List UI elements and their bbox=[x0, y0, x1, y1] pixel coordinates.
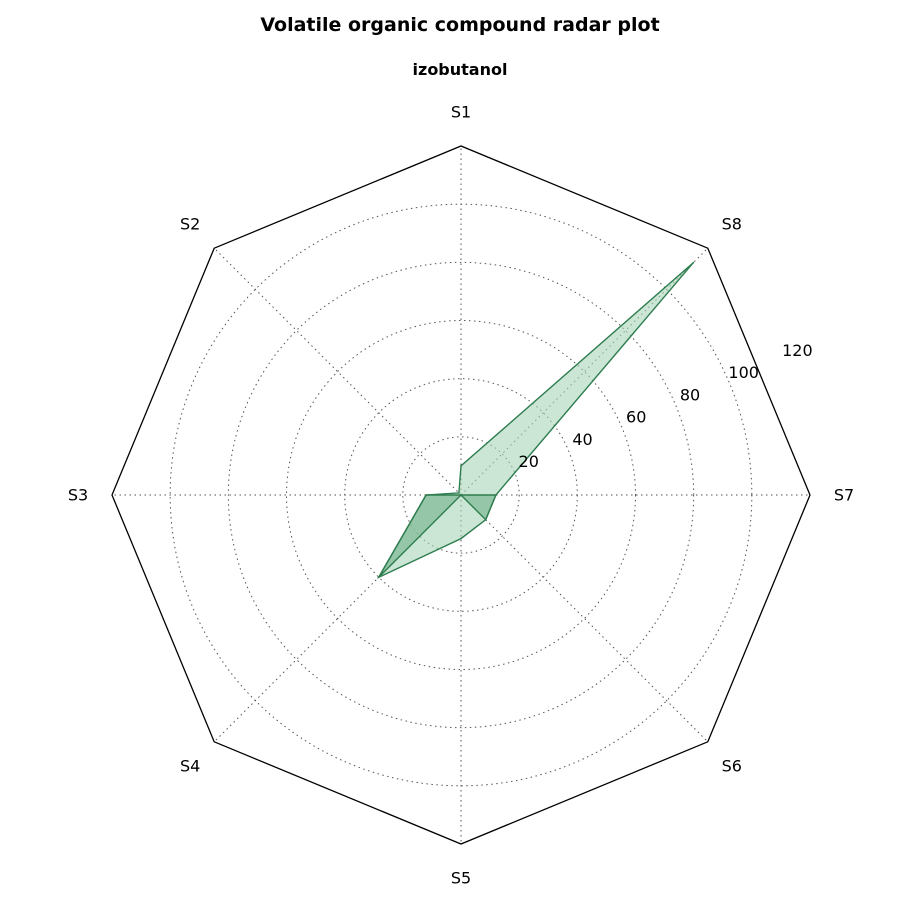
axis-label-S1: S1 bbox=[451, 103, 471, 122]
tick-label-60: 60 bbox=[626, 408, 646, 427]
chart-subtitle: izobutanol bbox=[412, 60, 508, 79]
spoke-S2 bbox=[213, 247, 462, 496]
data-point-S7 bbox=[495, 494, 497, 496]
outer-frame bbox=[111, 145, 811, 845]
tick-label-80: 80 bbox=[680, 386, 700, 405]
axis-label-S3: S3 bbox=[68, 486, 88, 505]
tick-label-40: 40 bbox=[572, 430, 592, 449]
data-point-S5 bbox=[460, 537, 462, 540]
data-point-S2 bbox=[458, 492, 460, 494]
grid-circle-80 bbox=[227, 261, 695, 729]
spoke-S4 bbox=[213, 494, 462, 743]
spoke-S6 bbox=[460, 494, 709, 743]
data-point-S1 bbox=[460, 465, 462, 467]
radar-frame bbox=[111, 145, 811, 845]
tick-label-120: 120 bbox=[782, 341, 813, 360]
data-point-S3 bbox=[425, 494, 427, 496]
tick-label-20: 20 bbox=[519, 452, 539, 471]
axis-label-S5: S5 bbox=[451, 869, 471, 888]
chart-title: Volatile organic compound radar plot bbox=[260, 14, 660, 36]
grid-circle-20 bbox=[402, 436, 520, 554]
data-point-S8 bbox=[460, 494, 462, 496]
data-point-S6 bbox=[484, 518, 487, 521]
axis-label-S2: S2 bbox=[180, 215, 200, 234]
axis-label-S4: S4 bbox=[180, 756, 200, 775]
axis-label-S6: S6 bbox=[722, 756, 742, 775]
data-point-S8 bbox=[692, 261, 695, 264]
radar-data bbox=[376, 261, 695, 579]
axis-label-S8: S8 bbox=[722, 215, 742, 234]
radar-labels: S1 S2 S3 S4 S5 S6 S7 S8 20 40 60 80 100 120 bbox=[68, 103, 854, 888]
tick-label-100: 100 bbox=[728, 363, 759, 382]
data-point-S4 bbox=[377, 576, 380, 579]
axis-label-S7: S7 bbox=[834, 486, 854, 505]
grid-circle-60 bbox=[286, 320, 636, 670]
